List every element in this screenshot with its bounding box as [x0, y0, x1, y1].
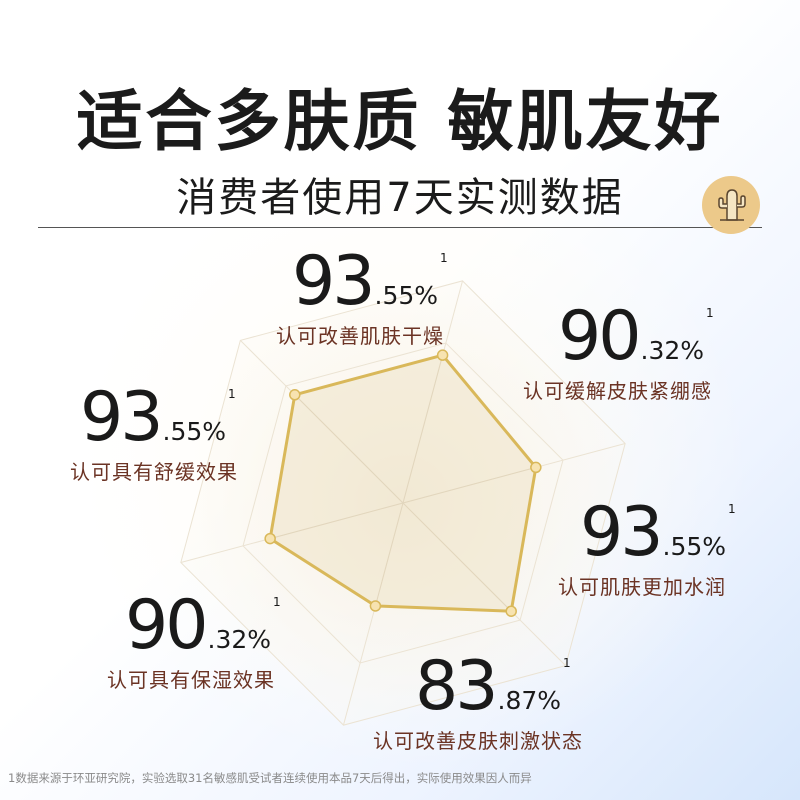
stat-label: 认可肌肤更加水润 — [558, 575, 726, 599]
cactus-icon — [702, 176, 760, 234]
stat-value-whole: 83 — [415, 647, 499, 726]
stat-value-whole: 93 — [580, 493, 664, 572]
headline: 适合多肤质 敏肌友好 — [76, 83, 724, 160]
stat-label: 认可具有保湿效果 — [107, 668, 275, 692]
stat-value-whole: 90 — [125, 586, 209, 665]
radar-point — [369, 600, 382, 612]
footnote-marker: 1 — [563, 656, 571, 670]
radar-inner-spoke — [374, 502, 404, 607]
footnote-marker: 1 — [273, 595, 281, 609]
footnote-marker: 1 — [728, 502, 736, 516]
radar-inner-spoke — [294, 394, 404, 504]
stat-dryness: 93.55% 1 认可改善肌肤干燥 — [276, 242, 448, 349]
stat-soothing: 93.55% 1 认可具有舒缓效果 — [70, 378, 238, 485]
radar-point — [505, 605, 517, 617]
footnote: 1数据来源于环亚研究院，实验选取31名敏感肌受试者连续使用本品7天后得出，实际使… — [8, 771, 532, 785]
stat-label: 认可改善皮肤刺激状态 — [373, 729, 583, 753]
footnote-marker: 1 — [706, 306, 714, 320]
radar-inner-spoke — [402, 466, 536, 504]
stat-irritation: 83.87% 1 认可改善皮肤刺激状态 — [373, 647, 583, 754]
radar-inner-spoke — [270, 502, 404, 540]
stat-moisturizing: 90.32% 1 认可具有保湿效果 — [107, 586, 281, 693]
stat-value-whole: 93 — [80, 378, 164, 457]
radar-point — [264, 532, 276, 545]
radar-point — [530, 461, 542, 474]
stat-label: 认可缓解皮肤紧绷感 — [523, 379, 712, 403]
radar-point — [436, 349, 449, 361]
stat-value-fraction: .55% — [374, 281, 439, 310]
stat-value-fraction: .32% — [207, 625, 272, 654]
stat-value-whole: 93 — [292, 242, 376, 321]
radar-point — [289, 389, 301, 401]
radar-inner-spoke — [402, 355, 444, 504]
radar-inner-spoke — [402, 502, 512, 612]
stat-hydration: 93.55% 1 认可肌肤更加水润 — [558, 493, 736, 600]
stat-label: 认可改善肌肤干燥 — [276, 324, 444, 348]
footnote-marker: 1 — [228, 387, 236, 401]
footnote-marker: 1 — [440, 251, 448, 265]
stat-value-fraction: .55% — [162, 417, 227, 446]
stat-label: 认可具有舒缓效果 — [70, 460, 238, 484]
stat-value-fraction: .55% — [662, 532, 727, 561]
divider — [38, 227, 762, 228]
stat-value-whole: 90 — [558, 297, 642, 376]
stat-value-fraction: .32% — [640, 336, 705, 365]
stat-tightness: 90.32% 1 认可缓解皮肤紧绷感 — [523, 297, 714, 404]
subtitle: 消费者使用7天实测数据 — [176, 175, 624, 221]
stat-value-fraction: .87% — [497, 686, 562, 715]
